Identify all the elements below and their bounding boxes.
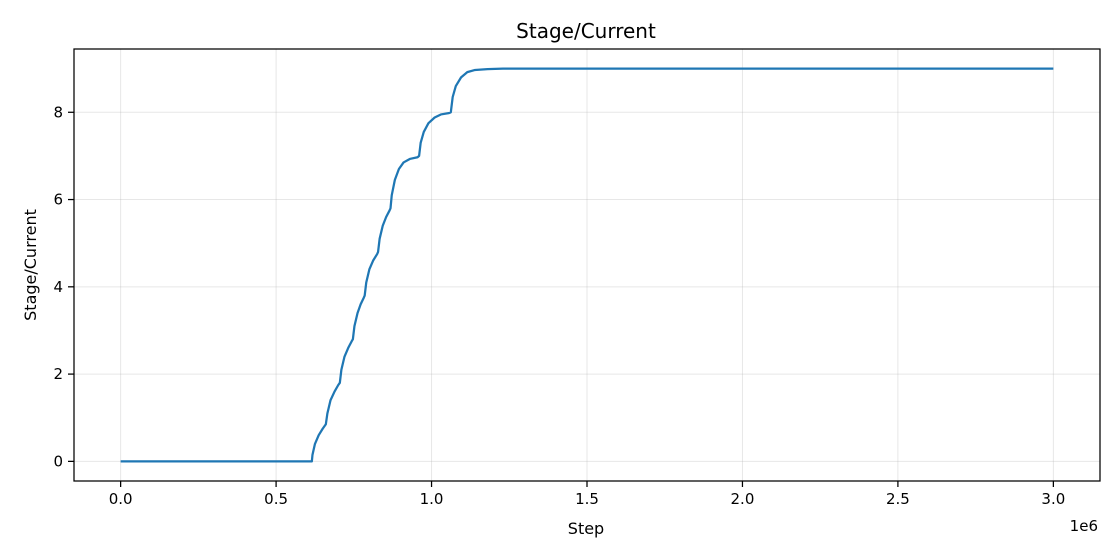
x-tick-label: 2.0 [731, 490, 755, 508]
series-line [120, 67, 1054, 463]
x-tick-label: 1.0 [420, 490, 444, 508]
x-axis: 0.0 0.5 1.0 1.5 2.0 2.5 3.0 [109, 481, 1065, 508]
series-layer [120, 67, 1054, 463]
x-tick-label: 1.5 [575, 490, 599, 508]
x-tick-label: 3.0 [1041, 490, 1065, 508]
y-tick-label: 8 [53, 103, 63, 121]
x-axis-offset-label: 1e6 [1070, 517, 1098, 535]
x-tick-label: 0.5 [264, 490, 288, 508]
grid [74, 49, 1100, 481]
x-axis-label: Step [568, 519, 604, 538]
y-tick-label: 2 [53, 365, 63, 383]
x-tick-label: 2.5 [886, 490, 910, 508]
y-tick-label: 6 [53, 191, 63, 209]
y-axis: 0 2 4 6 8 [53, 103, 74, 470]
x-tick-label: 0.0 [109, 490, 133, 508]
y-tick-label: 0 [53, 452, 63, 470]
y-axis-label: Stage/Current [21, 209, 40, 321]
chart-title: Stage/Current [516, 19, 656, 43]
y-tick-label: 4 [53, 278, 63, 296]
